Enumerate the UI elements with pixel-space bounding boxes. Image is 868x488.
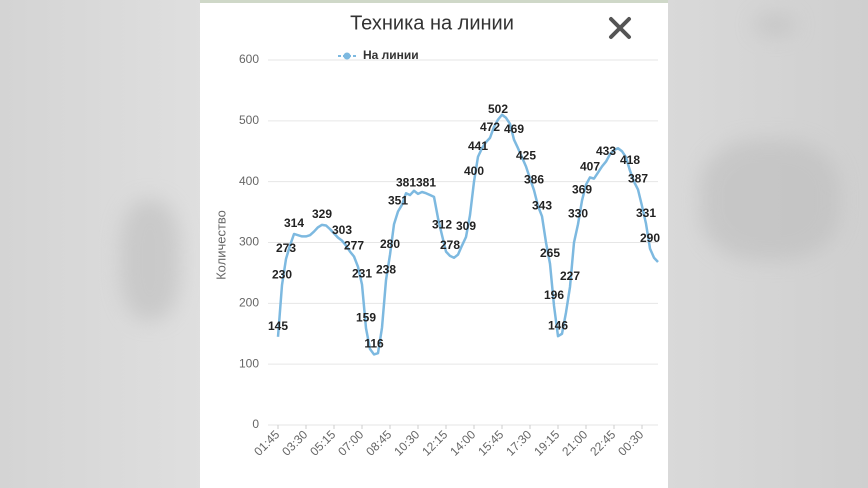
data-label: 312 [432,217,452,231]
data-label: 265 [540,246,560,260]
data-label: 231 [352,267,372,281]
legend-marker [343,52,351,60]
data-label: 502 [488,102,508,116]
y-tick-label: 600 [239,52,259,66]
y-axis-label: Количество [213,210,228,280]
y-tick-label: 300 [239,235,259,249]
background-blur [700,140,840,260]
data-label: 159 [356,310,376,324]
data-label: 329 [312,207,332,221]
data-label: 381 [396,175,416,189]
data-label: 238 [376,262,396,276]
legend-label: На линии [363,48,419,62]
modal-panel [200,0,668,488]
data-label: 278 [440,238,460,252]
data-label: 116 [364,337,384,351]
data-label: 351 [388,194,408,208]
data-label: 273 [276,241,296,255]
data-label: 230 [272,267,292,281]
data-label: 314 [284,216,304,230]
y-tick-label: 0 [252,417,259,431]
y-tick-label: 400 [239,174,259,188]
y-tick-label: 100 [239,356,259,370]
data-label: 472 [480,120,500,134]
data-label: 386 [524,172,544,186]
data-label: 433 [596,144,616,158]
close-icon-stroke [609,17,631,39]
data-label: 425 [516,149,536,163]
background-blur [755,15,795,35]
data-label: 303 [332,223,352,237]
background-blur [120,200,180,320]
data-label: 343 [532,199,552,213]
data-label: 387 [628,172,648,186]
data-label: 227 [560,269,580,283]
data-label: 145 [268,319,288,333]
data-label: 418 [620,153,640,167]
data-label: 330 [568,206,588,220]
data-label: 400 [464,164,484,178]
y-tick-label: 200 [239,296,259,310]
close-button[interactable] [609,17,631,39]
data-label: 331 [636,206,656,220]
data-label: 309 [456,219,476,233]
data-label: 469 [504,122,524,136]
data-line [276,113,659,356]
data-label: 280 [380,237,400,251]
chart-title: Техника на линии [350,12,514,34]
data-label: 381 [416,175,436,189]
data-label: 196 [544,288,564,302]
data-label: 277 [344,239,364,253]
y-tick-label: 500 [239,113,259,127]
data-label: 369 [572,183,592,197]
modal-top-edge [200,0,668,3]
data-label: 407 [580,160,600,174]
data-label: 441 [468,139,488,153]
data-label: 146 [548,318,568,332]
data-label: 290 [640,231,660,245]
